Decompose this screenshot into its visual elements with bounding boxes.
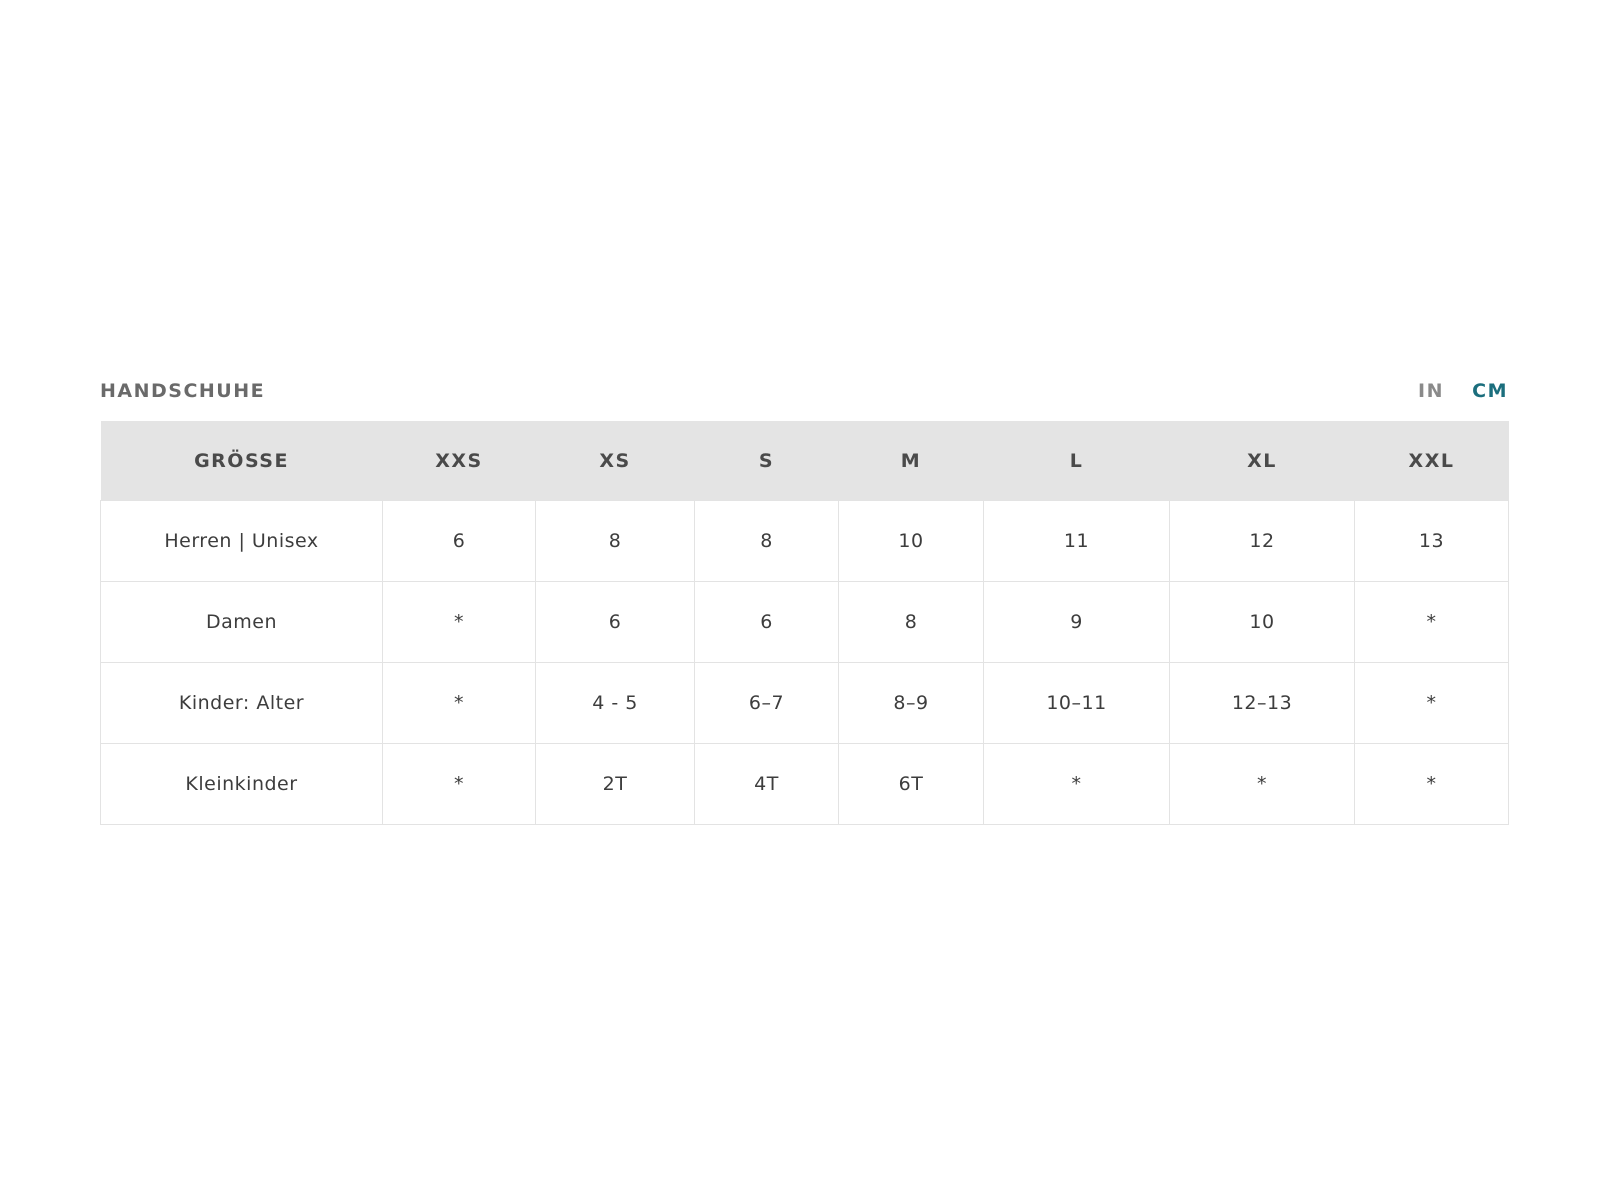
- table-cell: 6–7: [694, 662, 839, 744]
- table-cell: 8: [535, 500, 695, 582]
- table-cell: 9: [983, 581, 1170, 663]
- unit-cm-button[interactable]: CM: [1472, 380, 1508, 402]
- table-cell: *: [1354, 662, 1509, 744]
- header-xxs: XXS: [382, 421, 536, 501]
- table-cell: 2T: [535, 743, 695, 825]
- table-cell: 4 - 5: [535, 662, 695, 744]
- header-xs: XS: [535, 421, 695, 501]
- table-cell: *: [382, 662, 536, 744]
- table-cell: *: [1354, 743, 1509, 825]
- table-cell: *: [1169, 743, 1355, 825]
- table-cell: 4T: [694, 743, 839, 825]
- table-cell: 8–9: [838, 662, 984, 744]
- table-row: Kinder: Alter * 4 - 5 6–7 8–9 10–11 12–13 *: [100, 662, 1509, 744]
- size-table: GRÖSSE XXS XS S M L XL XXL Herren | Unis…: [100, 421, 1509, 825]
- unit-in-button[interactable]: IN: [1418, 380, 1445, 402]
- row-label: Kinder: Alter: [100, 662, 383, 744]
- table-header-row: GRÖSSE XXS XS S M L XL XXL: [100, 421, 1509, 501]
- table-row: Damen * 6 6 8 9 10 *: [100, 581, 1509, 663]
- table-row: Herren | Unisex 6 8 8 10 11 12 13: [100, 500, 1509, 582]
- table-cell: 13: [1354, 500, 1509, 582]
- header-xl: XL: [1169, 421, 1355, 501]
- table-cell: *: [983, 743, 1170, 825]
- table-cell: *: [382, 743, 536, 825]
- table-cell: 10–11: [983, 662, 1170, 744]
- header-s: S: [694, 421, 839, 501]
- table-cell: 12–13: [1169, 662, 1355, 744]
- section-title: HANDSCHUHE: [100, 380, 266, 402]
- row-label: Kleinkinder: [100, 743, 383, 825]
- header-xxl: XXL: [1354, 421, 1509, 501]
- header-size: GRÖSSE: [100, 421, 383, 501]
- table-cell: 6T: [838, 743, 984, 825]
- row-label: Herren | Unisex: [100, 500, 383, 582]
- table-cell: 12: [1169, 500, 1355, 582]
- table-cell: 6: [535, 581, 695, 663]
- table-cell: 10: [838, 500, 984, 582]
- header-m: M: [838, 421, 984, 501]
- header-l: L: [983, 421, 1170, 501]
- row-label: Damen: [100, 581, 383, 663]
- table-cell: *: [1354, 581, 1509, 663]
- unit-toggle: IN CM: [1398, 380, 1508, 402]
- table-cell: 10: [1169, 581, 1355, 663]
- table-cell: 6: [694, 581, 839, 663]
- table-cell: 6: [382, 500, 536, 582]
- table-cell: *: [382, 581, 536, 663]
- table-cell: 8: [838, 581, 984, 663]
- table-cell: 11: [983, 500, 1170, 582]
- table-cell: 8: [694, 500, 839, 582]
- table-row: Kleinkinder * 2T 4T 6T * * *: [100, 743, 1509, 825]
